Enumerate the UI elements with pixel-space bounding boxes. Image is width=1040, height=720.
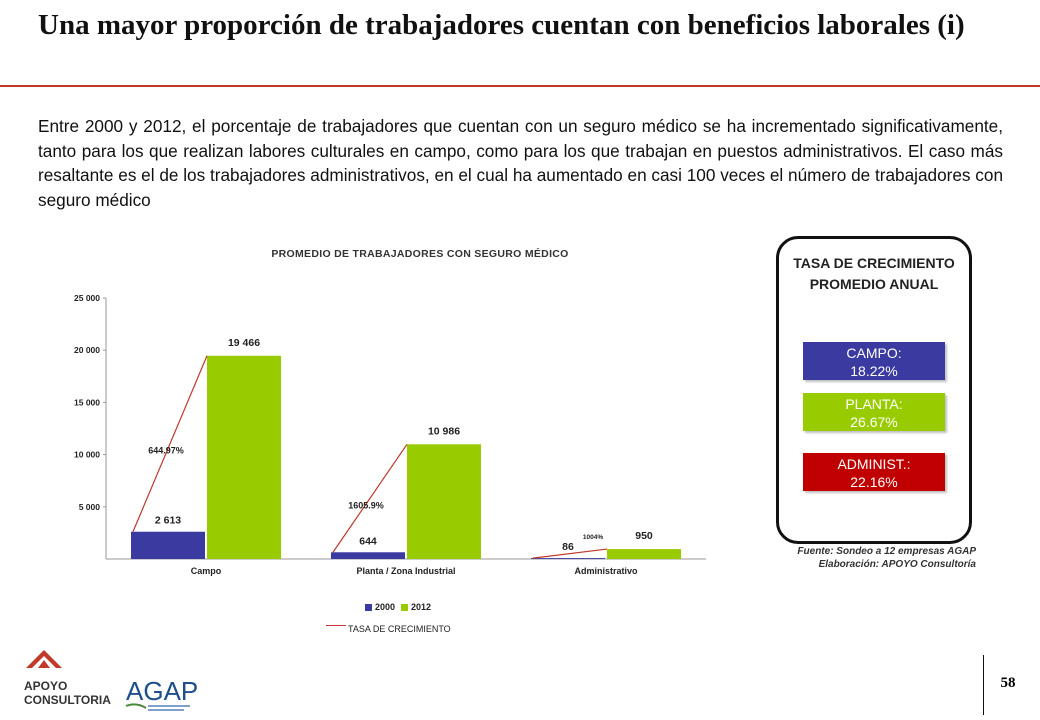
- page-title: Una mayor proporción de trabajadores cue…: [38, 9, 965, 41]
- bar-2000: [331, 552, 405, 559]
- x-category-label: Administrativo: [574, 566, 638, 576]
- source-line2: Elaboración: APOYO Consultoría: [818, 559, 976, 570]
- y-tick-label: 10 000: [74, 450, 100, 460]
- rate-administ-label: ADMINIST.:: [837, 456, 911, 472]
- legend-label-2012: 2012: [411, 602, 432, 612]
- data-label-2012: 950: [635, 530, 653, 542]
- bar-2012: [607, 549, 681, 559]
- rate-planta-label: PLANTA:: [845, 396, 903, 412]
- legend-years: 2000 2012: [365, 602, 431, 612]
- data-label-2012: 10 986: [428, 425, 460, 437]
- title-divider: [0, 85, 1040, 87]
- bar-2000: [131, 531, 205, 559]
- apoyo-consultoria-logo: APOYO CONSULTORIA: [24, 650, 111, 707]
- legend-line-growth: [326, 624, 346, 626]
- legend-label-growth: TASA DE CRECIMIENTO: [348, 624, 451, 634]
- growth-panel-title-line2: PROMEDIO ANUAL: [809, 276, 939, 292]
- legend-growth: TASA DE CRECIMIENTO: [326, 624, 451, 634]
- legend-swatch-2012: [401, 603, 409, 611]
- growth-label: 1605.9%: [348, 500, 384, 510]
- growth-rate-panel: TASA DE CRECIMIENTO PROMEDIO ANUAL CAMPO…: [776, 236, 972, 544]
- growth-label: 1004%: [583, 534, 603, 541]
- bar-chart: 5 000 10 000 15 000 20 000 25 000 2 613 19 466…: [74, 293, 706, 576]
- y-tick-label: 20 000: [74, 345, 100, 355]
- rate-administ-value: 22.16%: [850, 474, 898, 490]
- growth-panel-title: TASA DE CRECIMIENTO PROMEDIO ANUAL: [779, 253, 969, 295]
- rate-campo-label: CAMPO:: [846, 345, 902, 361]
- page-number-divider: [983, 655, 984, 715]
- rate-planta: PLANTA: 26.67%: [803, 393, 945, 431]
- rate-campo-value: 18.22%: [850, 363, 898, 379]
- bar-2000: [531, 558, 605, 559]
- chart-title: PROMEDIO DE TRABAJADORES CON SEGURO MÉDI…: [271, 248, 569, 260]
- apoyo-logo-line2: CONSULTORIA: [24, 693, 111, 707]
- growth-label: 644.97%: [148, 446, 184, 456]
- growth-line: [132, 355, 208, 532]
- y-tick-label: 5 000: [79, 502, 101, 512]
- data-label-2000: 86: [562, 541, 574, 553]
- apoyo-logo-line1: APOYO: [24, 679, 67, 693]
- x-category-label: Campo: [191, 566, 222, 576]
- rate-planta-value: 26.67%: [850, 414, 898, 430]
- legend-swatch-2000: [365, 603, 372, 611]
- legend-label-2000: 2000: [375, 602, 396, 612]
- bar-2012: [407, 444, 481, 559]
- rate-administ: ADMINIST.: 22.16%: [803, 453, 945, 491]
- growth-line: [532, 548, 608, 559]
- bar-2012: [207, 355, 281, 559]
- source-line1: Fuente: Sondeo a 12 empresas AGAP: [797, 546, 976, 557]
- agap-logo-text: AGAP: [126, 676, 198, 706]
- growth-line: [332, 443, 408, 553]
- source-note: Fuente: Sondeo a 12 empresas AGAP Elabor…: [760, 545, 976, 571]
- y-tick-label: 25 000: [74, 293, 100, 303]
- data-label-2000: 644: [359, 535, 377, 547]
- growth-panel-title-line1: TASA DE CRECIMIENTO: [793, 255, 955, 271]
- x-category-label: Planta / Zona Industrial: [356, 566, 455, 576]
- data-label-2012: 19 466: [228, 337, 260, 349]
- rate-campo: CAMPO: 18.22%: [803, 342, 945, 380]
- data-label-2000: 2 613: [155, 515, 181, 527]
- intro-paragraph: Entre 2000 y 2012, el porcentaje de trab…: [38, 116, 1003, 210]
- page-number: 58: [1000, 675, 1016, 691]
- agap-logo: AGAP: [125, 676, 198, 711]
- y-tick-label: 15 000: [74, 397, 100, 407]
